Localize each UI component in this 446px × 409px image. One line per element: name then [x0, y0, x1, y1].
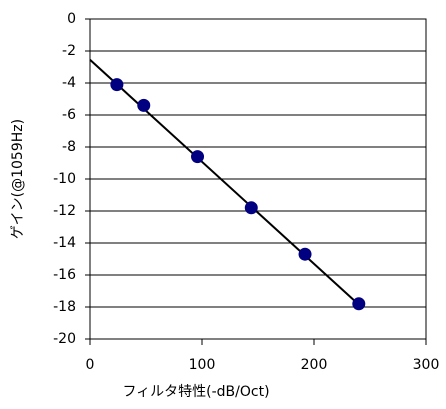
- y-tick-label: -8: [62, 139, 76, 155]
- y-tick-label: -16: [53, 267, 76, 283]
- trendline: [89, 59, 360, 306]
- x-tick-label: 100: [189, 357, 216, 373]
- data-point: [191, 150, 205, 164]
- y-tick-label: -20: [53, 331, 76, 347]
- y-tick-label: -4: [62, 75, 76, 91]
- plot-frame: [89, 18, 427, 340]
- x-tick-label: 0: [86, 357, 95, 373]
- data-point: [244, 201, 258, 215]
- data-point: [352, 297, 366, 311]
- x-tick-label: 300: [413, 357, 440, 373]
- data-point: [110, 78, 124, 92]
- y-tick-label: -18: [53, 299, 76, 315]
- y-tick-label: -6: [62, 107, 76, 123]
- y-tick-label: -2: [62, 43, 76, 59]
- x-tick-label: 200: [301, 357, 328, 373]
- y-tick-label: 0: [67, 11, 76, 27]
- data-point: [298, 247, 312, 261]
- data-point: [137, 98, 151, 112]
- y-tick-label: -14: [53, 235, 76, 251]
- x-axis-label: フィルタ特性(-dB/Oct): [122, 384, 269, 400]
- y-tick-label: -10: [53, 171, 76, 187]
- y-axis-label: ゲイン(@1059Hz): [10, 119, 26, 239]
- y-tick-label: -12: [53, 203, 76, 219]
